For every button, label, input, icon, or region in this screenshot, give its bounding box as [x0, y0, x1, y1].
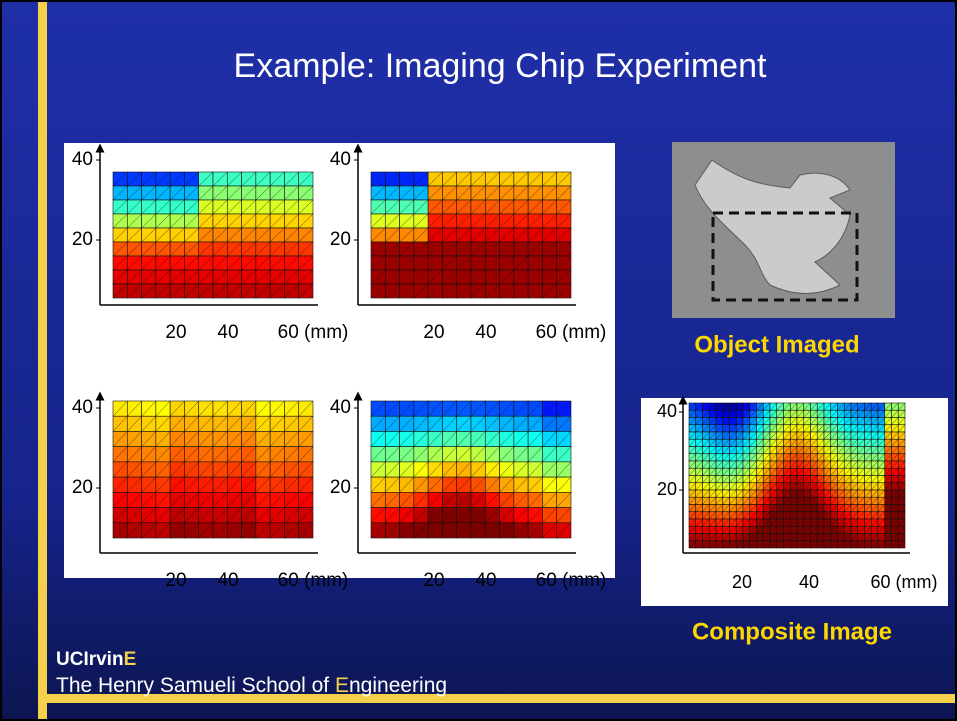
- left-bar: [38, 2, 47, 719]
- title: Example: Imaging Chip Experiment: [234, 47, 767, 85]
- y-tick-label: 40: [72, 397, 93, 418]
- object-caption: Object Imaged: [694, 331, 859, 358]
- y-tick-label: 20: [330, 477, 351, 498]
- school-prefix: The Henry Samueli School of: [56, 674, 335, 697]
- y-tick-label: 40: [72, 149, 93, 170]
- heatmap: [113, 172, 313, 298]
- x-tick-label: 20: [165, 322, 186, 343]
- composite-caption: Composite Image: [692, 618, 892, 645]
- y-tick-label: 20: [72, 477, 93, 498]
- y-tick-label: 20: [72, 229, 93, 250]
- brand-prefix: UCIrvin: [56, 649, 124, 670]
- x-tick-label: 20: [423, 322, 444, 343]
- x-tick-label: 40: [799, 572, 819, 592]
- y-tick-label: 20: [330, 229, 351, 250]
- x-tick-label: 60 (mm): [536, 322, 607, 343]
- brand-suffix: E: [124, 649, 137, 670]
- y-tick-label: 20: [657, 479, 677, 499]
- photo: [672, 142, 895, 318]
- x-tick-label: 40: [475, 322, 496, 343]
- school: The Henry Samueli School of Engineering: [56, 674, 447, 697]
- heatmap: [371, 172, 571, 298]
- brand: UCIrvinE: [56, 649, 136, 670]
- page: {"title": "Example: Imaging Chip Experim…: [0, 0, 957, 721]
- y-tick-label: 40: [330, 149, 351, 170]
- school-suffix: ngineering: [349, 674, 447, 697]
- x-tick-label: 60 (mm): [536, 570, 607, 591]
- heatmap: [113, 401, 313, 538]
- x-tick-label: 20: [423, 570, 444, 591]
- slide: Example: Imaging Chip Experiment Object …: [0, 0, 957, 721]
- x-tick-label: 40: [217, 570, 238, 591]
- y-tick-label: 40: [330, 397, 351, 418]
- x-tick-label: 40: [475, 570, 496, 591]
- x-tick-label: 60 (mm): [278, 322, 349, 343]
- x-tick-label: 60 (mm): [278, 570, 349, 591]
- x-tick-label: 40: [217, 322, 238, 343]
- y-tick-label: 40: [657, 401, 677, 421]
- x-tick-label: 20: [165, 570, 186, 591]
- heatmap: [689, 403, 905, 548]
- x-tick-label: 20: [732, 572, 752, 592]
- school-letter: E: [335, 674, 349, 697]
- x-tick-label: 60 (mm): [871, 572, 938, 592]
- heatmap: [371, 401, 571, 538]
